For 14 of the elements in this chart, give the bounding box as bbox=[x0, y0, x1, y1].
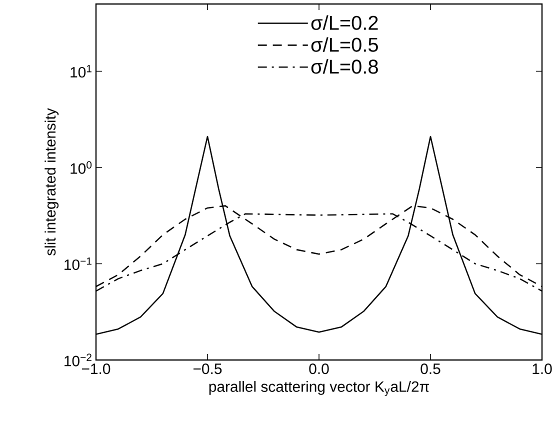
x-tick-label: 0.0 bbox=[309, 364, 329, 374]
y-tick-label: 10$^{0}$ bbox=[70, 161, 92, 174]
legend-label: σ/L=0.5 bbox=[311, 37, 378, 52]
y-axis-title: slit integrated intensity bbox=[44, 108, 59, 256]
y-tick-label: 10$^{−1}$ bbox=[64, 257, 92, 270]
x-tick-label: 1.0 bbox=[532, 364, 552, 374]
y-tick-label: 10$^{−2}$ bbox=[64, 354, 92, 366]
x-axis-title: parallel scattering vector K$_{y}$aL/2π bbox=[209, 380, 429, 396]
x-tick-label: −0.5 bbox=[193, 364, 222, 374]
legend-label: σ/L=0.2 bbox=[311, 15, 378, 30]
x-tick-label: −1.0 bbox=[82, 364, 110, 374]
x-tick-label: 0.5 bbox=[420, 364, 440, 374]
legend-label: σ/L=0.8 bbox=[311, 59, 378, 74]
y-tick-label: 10$^{1}$ bbox=[70, 65, 92, 78]
